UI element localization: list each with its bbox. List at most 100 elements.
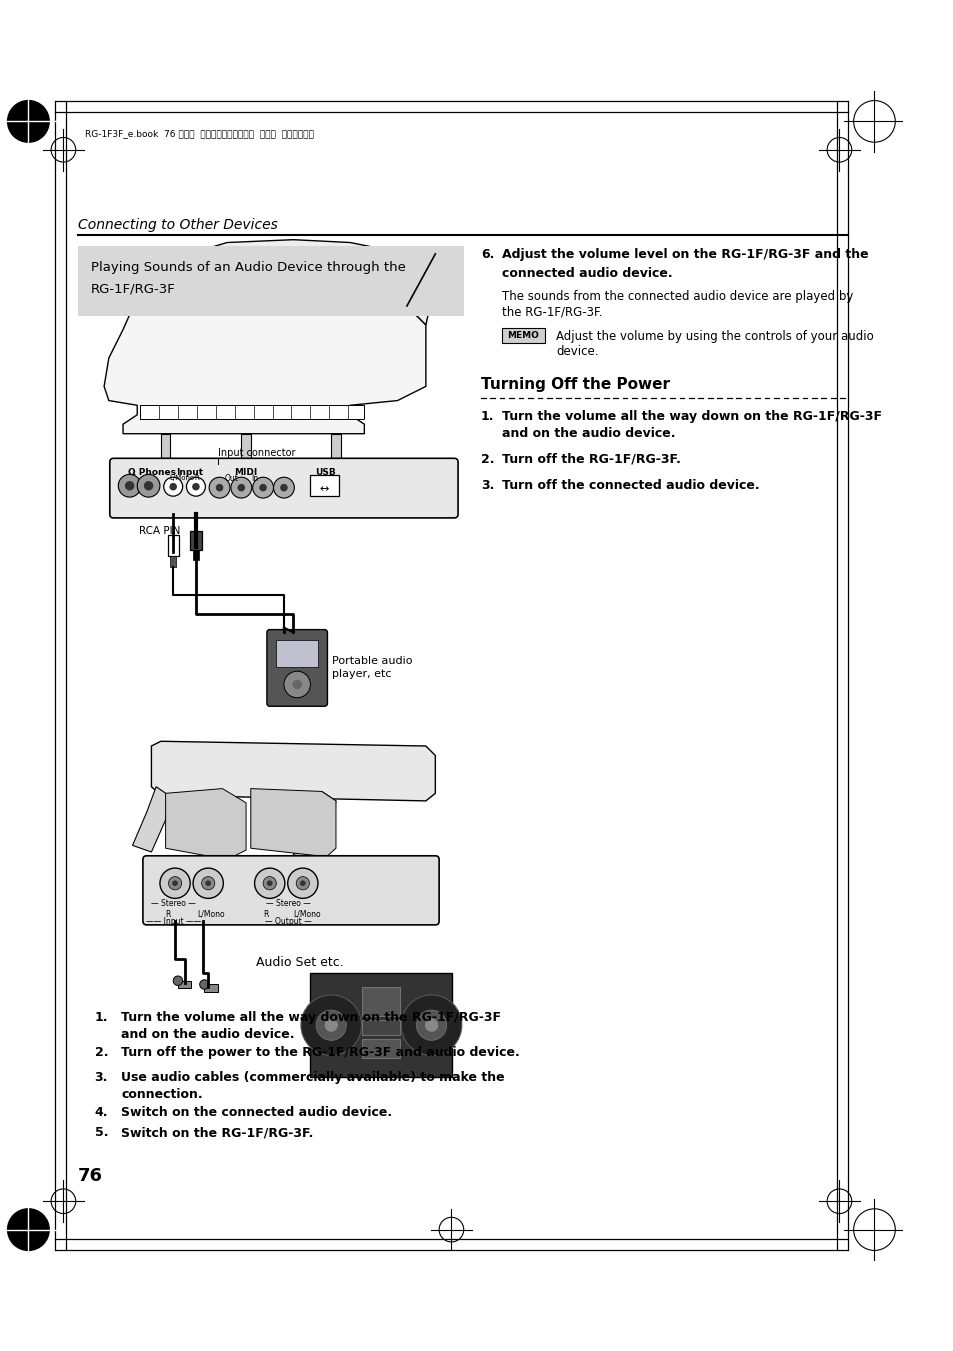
Bar <box>331 434 340 467</box>
Text: Switch on the connected audio device.: Switch on the connected audio device. <box>121 1105 392 1119</box>
Text: Use audio cables (commercially available) to make the: Use audio cables (commercially available… <box>121 1070 504 1084</box>
Circle shape <box>259 484 267 492</box>
Text: R: R <box>193 476 198 481</box>
Circle shape <box>293 680 301 689</box>
Circle shape <box>274 477 294 499</box>
Bar <box>140 405 364 420</box>
Bar <box>168 535 178 555</box>
Text: L/Mono: L/Mono <box>196 909 224 919</box>
Text: Ω Phones: Ω Phones <box>128 467 175 477</box>
Circle shape <box>199 979 209 989</box>
Text: MEMO: MEMO <box>507 331 538 339</box>
FancyBboxPatch shape <box>143 855 438 925</box>
Circle shape <box>299 881 305 886</box>
Bar <box>362 1020 400 1035</box>
Text: Adjust the volume by using the controls of your audio: Adjust the volume by using the controls … <box>556 330 873 343</box>
Text: Out: Out <box>224 474 238 484</box>
Circle shape <box>288 869 317 898</box>
Circle shape <box>118 474 141 497</box>
Text: Playing Sounds of an Audio Device through the: Playing Sounds of an Audio Device throug… <box>91 261 405 273</box>
Text: In: In <box>252 474 258 484</box>
Bar <box>190 531 201 550</box>
Circle shape <box>125 481 134 490</box>
Text: 2.: 2. <box>94 1046 108 1059</box>
Bar <box>178 981 191 989</box>
Bar <box>204 985 217 992</box>
Circle shape <box>315 1011 346 1040</box>
Text: 3.: 3. <box>94 1070 108 1084</box>
Text: R: R <box>263 909 268 919</box>
Circle shape <box>215 484 223 492</box>
Circle shape <box>160 869 190 898</box>
Polygon shape <box>142 239 435 324</box>
Text: MIDI: MIDI <box>233 467 256 477</box>
Bar <box>193 550 198 559</box>
Text: 1.: 1. <box>94 1011 108 1024</box>
Circle shape <box>237 484 245 492</box>
Circle shape <box>284 671 310 697</box>
Circle shape <box>170 482 177 490</box>
Circle shape <box>173 975 182 985</box>
Circle shape <box>193 869 223 898</box>
Text: device.: device. <box>556 345 598 358</box>
Circle shape <box>205 881 211 886</box>
Text: R: R <box>166 909 171 919</box>
Polygon shape <box>166 789 246 859</box>
Text: 76: 76 <box>77 1167 103 1185</box>
Text: Turn the volume all the way down on the RG-1F/RG-3F: Turn the volume all the way down on the … <box>501 411 881 423</box>
Polygon shape <box>152 742 435 801</box>
Text: Portable audio
player, etc: Portable audio player, etc <box>332 655 413 680</box>
Text: Turn the volume all the way down on the RG-1F/RG-3F: Turn the volume all the way down on the … <box>121 1011 500 1024</box>
Text: RG-1F3F_e.book  76 ページ  ２０１０年１月１９日  火曜日  午前９時１分: RG-1F3F_e.book 76 ページ ２０１０年１月１９日 火曜日 午前９… <box>85 130 314 138</box>
Polygon shape <box>132 786 169 852</box>
Circle shape <box>192 482 199 490</box>
Bar <box>310 973 452 1077</box>
Bar <box>362 988 400 1016</box>
Text: Connecting to Other Devices: Connecting to Other Devices <box>77 218 277 232</box>
Bar <box>276 640 317 666</box>
Text: USB: USB <box>314 467 335 477</box>
Text: RG-1F/RG-3F: RG-1F/RG-3F <box>91 282 175 296</box>
Text: L/Mono: L/Mono <box>294 909 320 919</box>
Circle shape <box>164 477 182 496</box>
Circle shape <box>267 881 273 886</box>
Text: Turn off the RG-1F/RG-3F.: Turn off the RG-1F/RG-3F. <box>501 453 679 466</box>
FancyBboxPatch shape <box>110 458 457 517</box>
Text: — Stereo —: — Stereo — <box>151 900 195 908</box>
Circle shape <box>253 477 274 499</box>
Text: 4.: 4. <box>94 1105 108 1119</box>
Text: the RG-1F/RG-3F.: the RG-1F/RG-3F. <box>501 305 601 319</box>
Text: Adjust the volume level on the RG-1F/RG-3F and the: Adjust the volume level on the RG-1F/RG-… <box>501 249 867 261</box>
Circle shape <box>201 877 214 890</box>
Text: — Output —: — Output — <box>265 917 312 927</box>
Bar <box>77 246 463 316</box>
FancyBboxPatch shape <box>267 630 327 707</box>
Circle shape <box>296 877 309 890</box>
Circle shape <box>186 477 205 496</box>
Text: connection.: connection. <box>121 1088 203 1101</box>
Text: 6.: 6. <box>480 249 494 261</box>
Circle shape <box>172 881 178 886</box>
Text: 3.: 3. <box>480 480 494 492</box>
Text: Switch on the RG-1F/RG-3F.: Switch on the RG-1F/RG-3F. <box>121 1127 314 1139</box>
Bar <box>310 476 338 496</box>
Text: and on the audio device.: and on the audio device. <box>121 1028 294 1042</box>
Bar <box>501 328 544 343</box>
Text: Turning Off the Power: Turning Off the Power <box>480 377 669 392</box>
Circle shape <box>137 474 160 497</box>
Text: The sounds from the connected audio device are played by: The sounds from the connected audio devi… <box>501 290 852 303</box>
Bar <box>241 434 251 467</box>
Text: —— Input ——: —— Input —— <box>146 917 200 927</box>
Circle shape <box>209 477 230 499</box>
Circle shape <box>300 994 361 1055</box>
Circle shape <box>424 1019 437 1032</box>
Text: 5.: 5. <box>94 1127 108 1139</box>
Text: L/Mono: L/Mono <box>170 476 194 481</box>
Circle shape <box>416 1011 446 1040</box>
Circle shape <box>263 877 276 890</box>
Text: 1.: 1. <box>480 411 494 423</box>
Text: RCA PIN: RCA PIN <box>139 527 180 536</box>
Circle shape <box>144 481 153 490</box>
Text: Input: Input <box>176 467 203 477</box>
Text: connected audio device.: connected audio device. <box>501 267 672 280</box>
